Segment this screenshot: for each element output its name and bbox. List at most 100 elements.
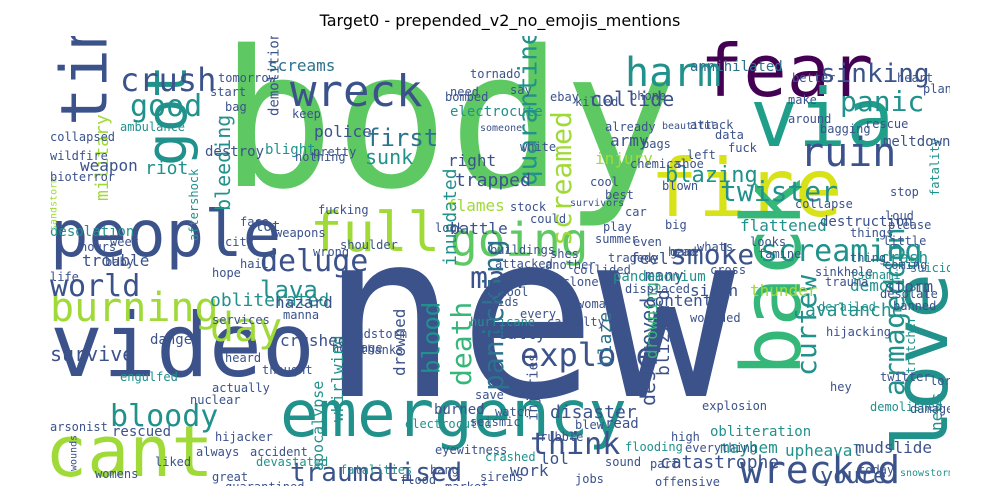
word-hours: hours [80,240,116,254]
word-deluge: deluge [260,244,368,279]
word-desolation: desolation [50,224,134,240]
word-storm: storm [885,277,933,296]
word-everything: everything [685,441,757,455]
word-got: got [135,65,200,166]
word-beautiful: beautiful [662,121,716,132]
word-video: video [50,294,315,397]
word-rescue: rescue [865,117,908,131]
word-flames: flames [447,196,505,215]
word-flood: flood [400,473,436,486]
word-screams: screams [268,56,335,75]
word-chemical: chemical [630,157,688,171]
word-mudslide: mudslide [855,438,932,457]
word-day: day [210,305,282,351]
word-trouble: trouble [82,251,149,270]
word-new: new [320,184,736,451]
word-rescued: rescued [112,424,171,440]
word-make: make [788,93,817,107]
word-quarantine: quarantine [513,36,543,186]
word-arsonist: arsonist [50,420,108,434]
word-services: services [212,313,270,327]
word-say: say [510,83,532,97]
word-liked: liked [155,455,191,469]
word-bags: bags [642,137,671,151]
word-fatality: fatality [928,138,942,196]
word-disaster: disaster [550,402,637,423]
word-killed: killed [575,95,618,109]
word-cool: cool [590,175,619,189]
word-looks: looks [750,235,786,249]
word-wrecked: wrecked [740,448,900,486]
word-police: police [314,122,372,141]
word-kids: kids [490,295,519,309]
word-seismic: seismic [470,415,521,429]
word-man: man [470,261,524,296]
word-lot: lot [255,219,280,235]
word-hope: hope [212,266,241,280]
word-hazardous: hazardous [145,485,210,486]
word-collapse: collapse [795,197,853,211]
word-ambulance: ambulance [120,120,185,134]
word-think: think [530,427,620,462]
word-sunk: sunk [365,145,413,169]
word-destroy: destroy [205,144,264,160]
word-little: little [883,234,926,248]
word-screaming: screaming [760,234,923,269]
word-rubble: rubble [540,430,583,444]
word-fatalities: fatalities [340,463,412,477]
word-wildfire: wildfire [50,149,108,163]
word-black: black [510,382,553,398]
word-already: already [605,120,656,134]
word-full: full [310,201,440,264]
word-blizzard: blizzard [653,289,674,376]
word-tsunami: tsunami [850,268,901,282]
word-collapsed: collapsed [50,130,115,144]
word-ebay: ebay [550,90,579,104]
word-game: game [670,245,699,259]
word-cross: cross [710,263,746,277]
word-around: around [788,112,831,126]
word-crash: crash [880,248,928,267]
word-many: many [645,266,684,285]
word-watch: watch [495,405,531,419]
word-attacked: attacked [495,257,553,271]
word-attack: attack [690,118,734,132]
word-hijacking: hijacking [826,325,891,339]
word-thunder: thunder [750,281,818,300]
word-wounds: wounds [68,435,79,471]
word-upheaval: upheaval [785,441,862,460]
word-nuclear: nuclear [190,393,241,407]
word-hurricane: hurricane [470,315,535,329]
word-week: week [110,235,140,249]
word-hijacker: hijacker [215,430,273,444]
word-news: news [927,392,946,431]
word-burned: burned [434,402,485,418]
word-wounded: wounded [690,311,741,325]
word-whirlwind: whirlwind [328,335,347,422]
word-fucking: fucking [318,203,369,217]
word-high: high [671,430,700,444]
word-face: face [240,215,269,229]
word-big: big [665,218,687,232]
word-could: could [530,212,566,226]
word-stretcher: stretcher [904,316,918,381]
word-offensive: offensive [655,475,720,486]
word-annihilated: annihilated [690,59,783,75]
word-armageddon: armageddon [878,227,911,396]
word-actually: actually [212,381,270,395]
word-right: right [448,151,496,170]
word-data: data [715,128,744,142]
word-avalanche: avalanche [805,300,903,321]
word-hail: hail [240,257,269,271]
word-sinkhole: sinkhole [815,265,873,279]
word-heard: heard [225,351,261,365]
word-summer: summer [595,232,638,246]
word-read: read [605,416,639,432]
word-work: work [510,461,549,480]
word-woman: woman [577,297,613,311]
word-riot: riot [145,158,188,179]
word-wrong: wrong [313,245,349,259]
word-injury: injury [595,149,653,168]
word-drowning: drowning [642,282,661,359]
word-electrocute: electrocute [450,104,543,120]
